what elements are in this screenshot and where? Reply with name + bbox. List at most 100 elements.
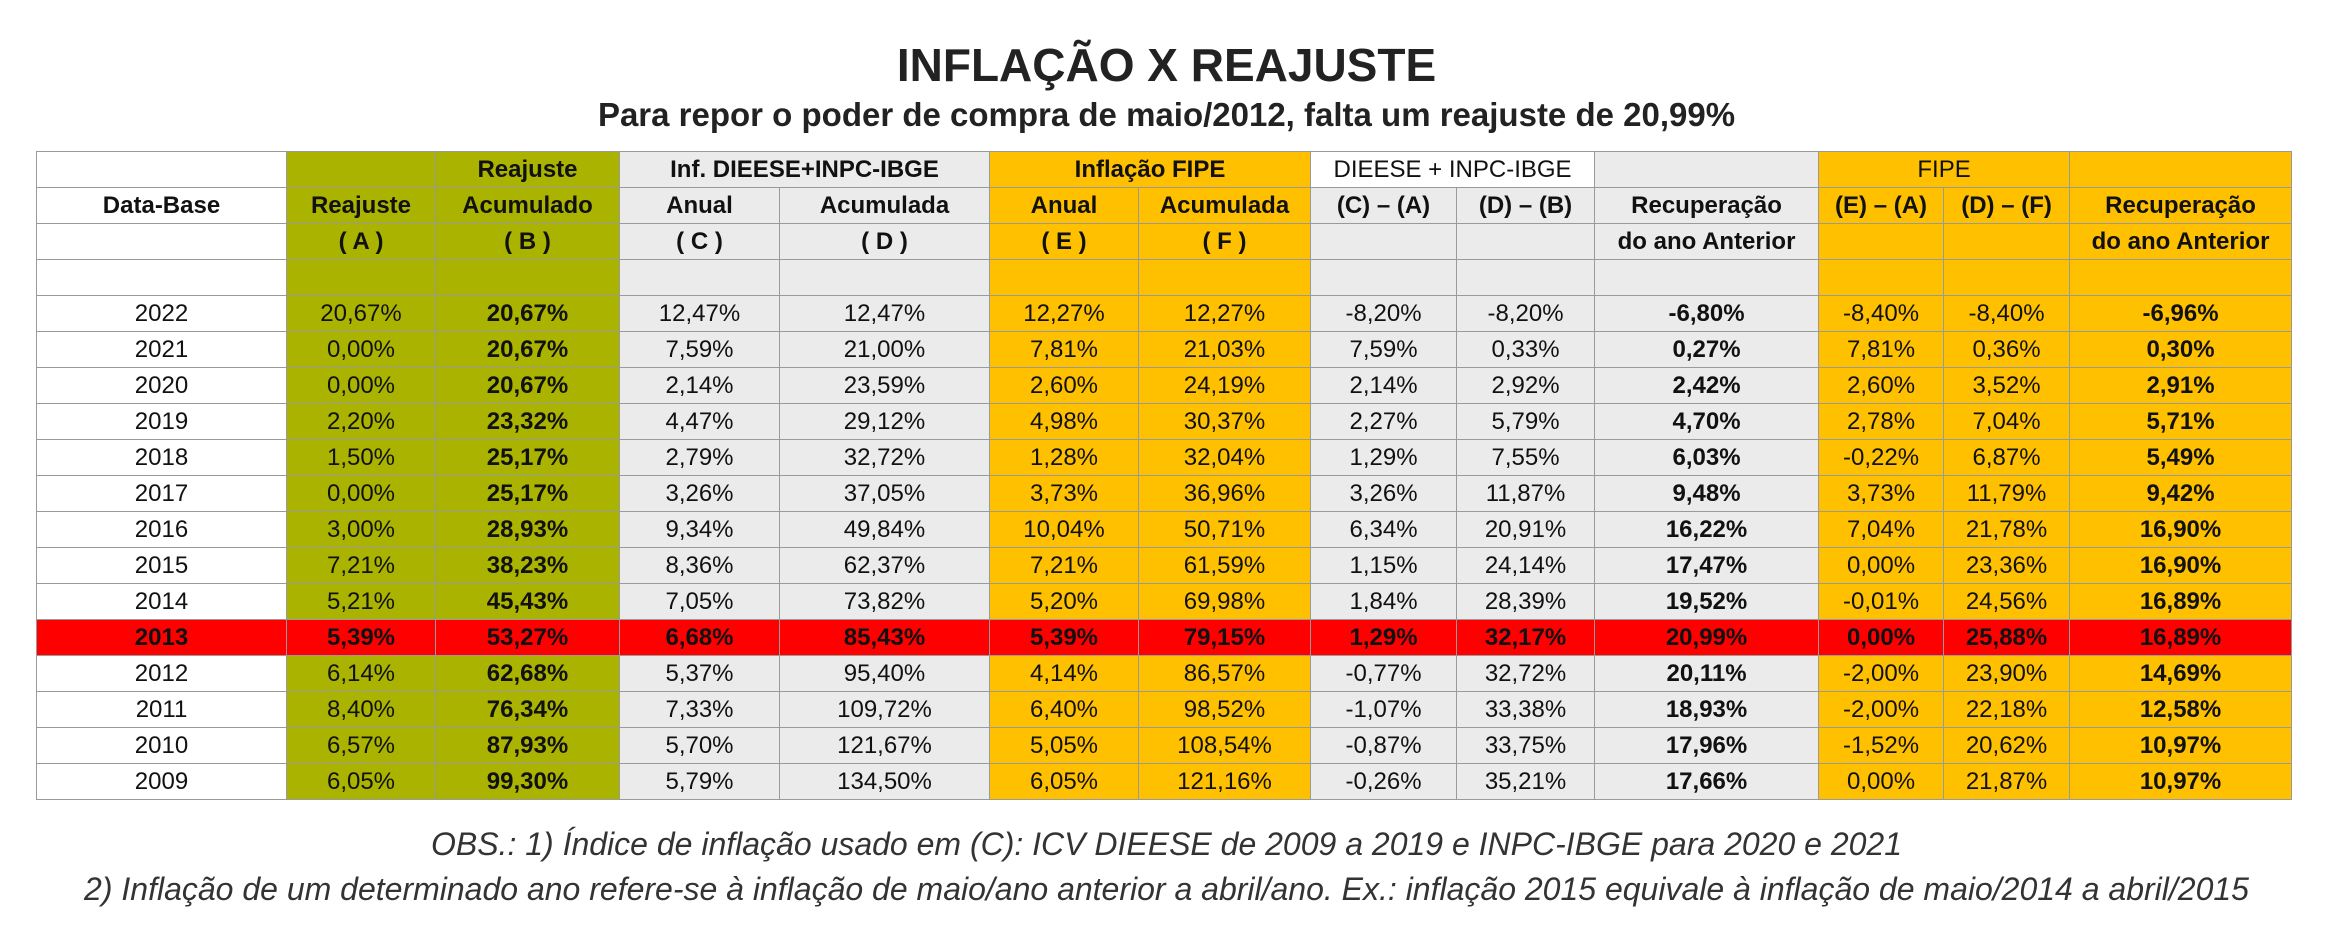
header-cell: ( E ) [989, 223, 1139, 260]
data-cell: 17,66% [1594, 763, 1820, 800]
data-cell: 11,79% [1943, 475, 2071, 512]
data-cell: 87,93% [435, 727, 620, 764]
data-cell: -8,20% [1456, 295, 1596, 332]
data-cell: 16,90% [2069, 547, 2293, 584]
data-cell: 2013 [36, 619, 287, 656]
data-cell: 0,00% [286, 475, 436, 512]
data-cell: 98,52% [1137, 691, 1312, 728]
header-row: Data-Base Reajuste Acumulado Anual Acumu… [36, 187, 2293, 224]
data-cell: 7,21% [989, 547, 1139, 584]
header-cell: Anual [989, 187, 1139, 224]
data-cell: 109,72% [779, 691, 990, 728]
spacer-cell [1594, 259, 1820, 296]
data-cell: 24,56% [1943, 583, 2071, 620]
data-cell: -0,87% [1310, 727, 1458, 764]
data-cell: 5,71% [2069, 403, 2293, 440]
header-cell [2069, 151, 2293, 188]
data-cell: 1,28% [989, 439, 1139, 476]
data-cell: 11,87% [1456, 475, 1596, 512]
data-cell: 10,04% [989, 511, 1139, 548]
data-row: 2011 8,40% 76,34% 7,33% 109,72% 6,40% 98,52% -1… [36, 691, 2293, 728]
data-cell: 0,33% [1456, 331, 1596, 368]
data-cell: 32,72% [1456, 655, 1596, 692]
data-cell: 20,62% [1943, 727, 2071, 764]
header-cell: (C) – (A) [1310, 187, 1458, 224]
data-cell: -8,40% [1818, 295, 1945, 332]
data-cell: 7,81% [1818, 331, 1945, 368]
data-row: 2014 5,21% 45,43% 7,05% 73,82% 5,20% 69,98% 1,8… [36, 583, 2293, 620]
data-cell: 86,57% [1137, 655, 1312, 692]
data-cell: -2,00% [1818, 691, 1945, 728]
header-cell: ( A ) [286, 223, 436, 260]
header-cell: do ano Anterior [1594, 223, 1820, 260]
data-cell: 17,47% [1594, 547, 1820, 584]
data-cell: 3,00% [286, 511, 436, 548]
spacer-cell [1943, 259, 2071, 296]
data-cell: 5,05% [989, 727, 1139, 764]
data-cell: 22,18% [1943, 691, 2071, 728]
data-cell: 6,40% [989, 691, 1139, 728]
data-cell: 121,16% [1137, 763, 1312, 800]
data-cell: 2,60% [1818, 367, 1945, 404]
header-cell: do ano Anterior [2069, 223, 2293, 260]
data-row: 2018 1,50% 25,17% 2,79% 32,72% 1,28% 32,04% 1,2… [36, 439, 2293, 476]
data-cell: 20,99% [1594, 619, 1820, 656]
data-cell: 3,73% [1818, 475, 1945, 512]
data-cell: 24,19% [1137, 367, 1312, 404]
data-cell: 23,36% [1943, 547, 2071, 584]
data-cell: 7,59% [619, 331, 780, 368]
data-cell: 6,14% [286, 655, 436, 692]
data-cell: 0,00% [286, 331, 436, 368]
data-cell: 32,72% [779, 439, 990, 476]
data-cell: 20,67% [286, 295, 436, 332]
data-cell: 4,14% [989, 655, 1139, 692]
data-cell: 5,20% [989, 583, 1139, 620]
data-cell: 6,05% [989, 763, 1139, 800]
spacer-cell [36, 259, 287, 296]
data-cell: 5,21% [286, 583, 436, 620]
data-cell: 2,14% [619, 367, 780, 404]
header-cell [36, 151, 287, 188]
data-cell: 9,48% [1594, 475, 1820, 512]
data-cell: 4,47% [619, 403, 780, 440]
data-cell: 21,87% [1943, 763, 2071, 800]
data-cell: -0,26% [1310, 763, 1458, 800]
header-row: ( A ) ( B ) ( C ) ( D ) ( E ) ( F ) do a… [36, 223, 2293, 260]
table-header: Reajuste Inf. DIEESE+INPC-IBGE Inflação … [36, 151, 2293, 296]
spacer-cell [1818, 259, 1945, 296]
data-cell: 12,47% [779, 295, 990, 332]
data-cell: 2020 [36, 367, 287, 404]
data-cell: 21,00% [779, 331, 990, 368]
data-cell: -6,96% [2069, 295, 2293, 332]
data-cell: 2019 [36, 403, 287, 440]
data-cell: 2017 [36, 475, 287, 512]
data-cell: 5,49% [2069, 439, 2293, 476]
header-cell: ( F ) [1137, 223, 1312, 260]
data-cell: 9,34% [619, 511, 780, 548]
data-cell: 1,15% [1310, 547, 1458, 584]
data-cell: 2,42% [1594, 367, 1820, 404]
data-cell: 9,42% [2069, 475, 2293, 512]
header-cell [1456, 223, 1596, 260]
data-row: 2021 0,00% 20,67% 7,59% 21,00% 7,81% 21,03% 7,5… [36, 331, 2293, 368]
footnote: 2) Inflação de um determinado ano refere… [84, 871, 2249, 907]
spacer-cell [1456, 259, 1596, 296]
data-cell: 29,12% [779, 403, 990, 440]
header-cell: Acumulado [435, 187, 620, 224]
data-cell: 2,92% [1456, 367, 1596, 404]
data-cell: 38,23% [435, 547, 620, 584]
data-cell: 10,97% [2069, 763, 2293, 800]
header-cell: Acumulada [779, 187, 990, 224]
header-cell: (D) – (F) [1943, 187, 2071, 224]
data-cell: 4,98% [989, 403, 1139, 440]
data-row: 2020 0,00% 20,67% 2,14% 23,59% 2,60% 24,19% 2,1… [36, 367, 2293, 404]
data-cell: 2011 [36, 691, 287, 728]
data-cell: 32,17% [1456, 619, 1596, 656]
data-cell: 2016 [36, 511, 287, 548]
data-cell: 21,78% [1943, 511, 2071, 548]
data-row: 2013 5,39% 53,27% 6,68% 85,43% 5,39% 79,15% 1,2… [36, 619, 2293, 656]
data-cell: 2012 [36, 655, 287, 692]
header-cell: ( D ) [779, 223, 990, 260]
data-cell: 3,26% [1310, 475, 1458, 512]
data-cell: 10,97% [2069, 727, 2293, 764]
